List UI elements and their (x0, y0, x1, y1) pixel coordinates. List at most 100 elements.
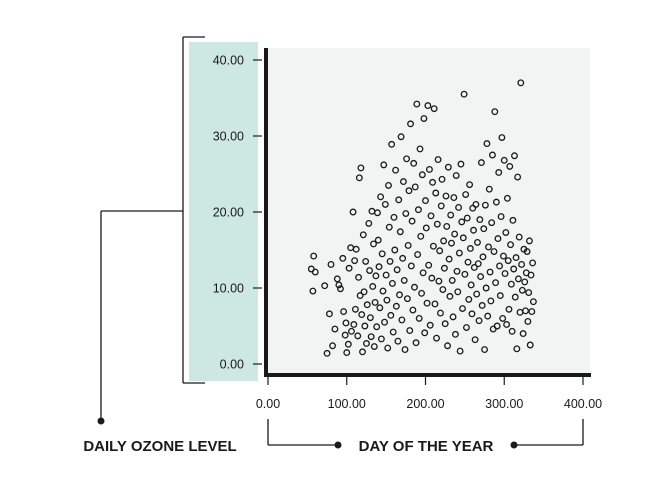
data-point (490, 248, 498, 255)
data-point (500, 252, 507, 260)
data-point (397, 133, 405, 141)
data-point (384, 344, 392, 352)
data-point (367, 333, 375, 341)
data-point (362, 340, 370, 347)
data-point (398, 316, 406, 324)
data-point (411, 183, 419, 191)
data-point (501, 270, 509, 278)
y-axis-band (189, 42, 258, 381)
data-point (453, 267, 461, 275)
data-point (513, 345, 521, 353)
data-point (500, 156, 508, 164)
data-point (343, 349, 351, 357)
data-point (524, 317, 532, 325)
data-point (467, 281, 475, 289)
data-point (400, 178, 407, 186)
points-layer (307, 79, 537, 357)
data-point (374, 236, 382, 244)
data-point (476, 216, 484, 224)
data-point (484, 312, 492, 320)
data-point (433, 220, 441, 228)
data-point (360, 288, 368, 296)
data-point (431, 300, 439, 308)
data-point (363, 301, 371, 309)
data-point (405, 187, 413, 195)
data-point (462, 191, 470, 198)
data-point (388, 279, 396, 287)
data-point (474, 238, 481, 246)
data-point (418, 289, 426, 297)
data-point (422, 197, 429, 205)
axes-layer (264, 48, 591, 377)
data-point (389, 328, 397, 336)
data-point (446, 292, 454, 300)
data-point (386, 257, 394, 265)
x-leader-dot-left (334, 441, 342, 449)
data-point (440, 237, 448, 245)
data-point (451, 330, 459, 338)
data-point (394, 337, 402, 345)
data-point (335, 281, 343, 289)
data-point (309, 287, 317, 295)
data-point (459, 234, 467, 242)
data-point (508, 327, 516, 335)
data-point (523, 248, 531, 255)
data-point (456, 347, 464, 355)
data-point (504, 257, 512, 265)
y-tick-label: 10.00 (213, 282, 244, 296)
data-point (340, 308, 348, 316)
data-point (486, 268, 494, 276)
y-tick-label: 30.00 (213, 130, 244, 144)
data-point (354, 332, 362, 340)
data-point (339, 254, 347, 262)
y-tick-label: 0.00 (220, 358, 244, 372)
data-point (465, 295, 473, 303)
data-point (329, 342, 337, 350)
data-point (480, 225, 488, 233)
data-point (496, 262, 503, 270)
data-point (323, 349, 331, 357)
data-point (438, 175, 446, 183)
x-tick-label: 100.00 (328, 397, 366, 411)
data-point (355, 273, 363, 281)
data-point (510, 265, 518, 273)
data-point (390, 213, 398, 221)
data-point (396, 291, 403, 299)
y-ticks-layer: 0.00 10.00 20.00 30.00 40.00 (213, 54, 262, 372)
data-point (466, 245, 474, 252)
data-point (433, 334, 440, 342)
x-tick-label: 200.00 (406, 397, 444, 411)
data-point (412, 339, 420, 347)
data-point (477, 273, 485, 281)
data-point (497, 213, 505, 221)
data-point (381, 318, 388, 326)
data-point (352, 245, 360, 253)
data-point (321, 282, 329, 290)
data-point (514, 173, 522, 181)
data-point (377, 335, 385, 343)
data-point (463, 324, 470, 331)
data-point (403, 155, 411, 163)
data-point (474, 260, 482, 268)
data-point (351, 305, 359, 313)
data-point (417, 232, 425, 240)
data-point (452, 172, 460, 179)
data-point (365, 219, 373, 227)
data-point (432, 189, 440, 197)
data-point (496, 292, 504, 300)
x-tick-label: 300.00 (485, 397, 523, 411)
annotation-layer (97, 36, 584, 449)
data-point (448, 239, 455, 247)
data-point (488, 219, 496, 227)
data-point (393, 266, 401, 274)
data-point (362, 257, 370, 265)
data-point (366, 267, 374, 274)
data-point (436, 247, 444, 255)
data-point (481, 201, 489, 209)
data-point (443, 222, 451, 230)
data-point (422, 224, 430, 232)
data-point (528, 308, 536, 316)
data-point (512, 254, 520, 262)
data-point (404, 241, 412, 249)
